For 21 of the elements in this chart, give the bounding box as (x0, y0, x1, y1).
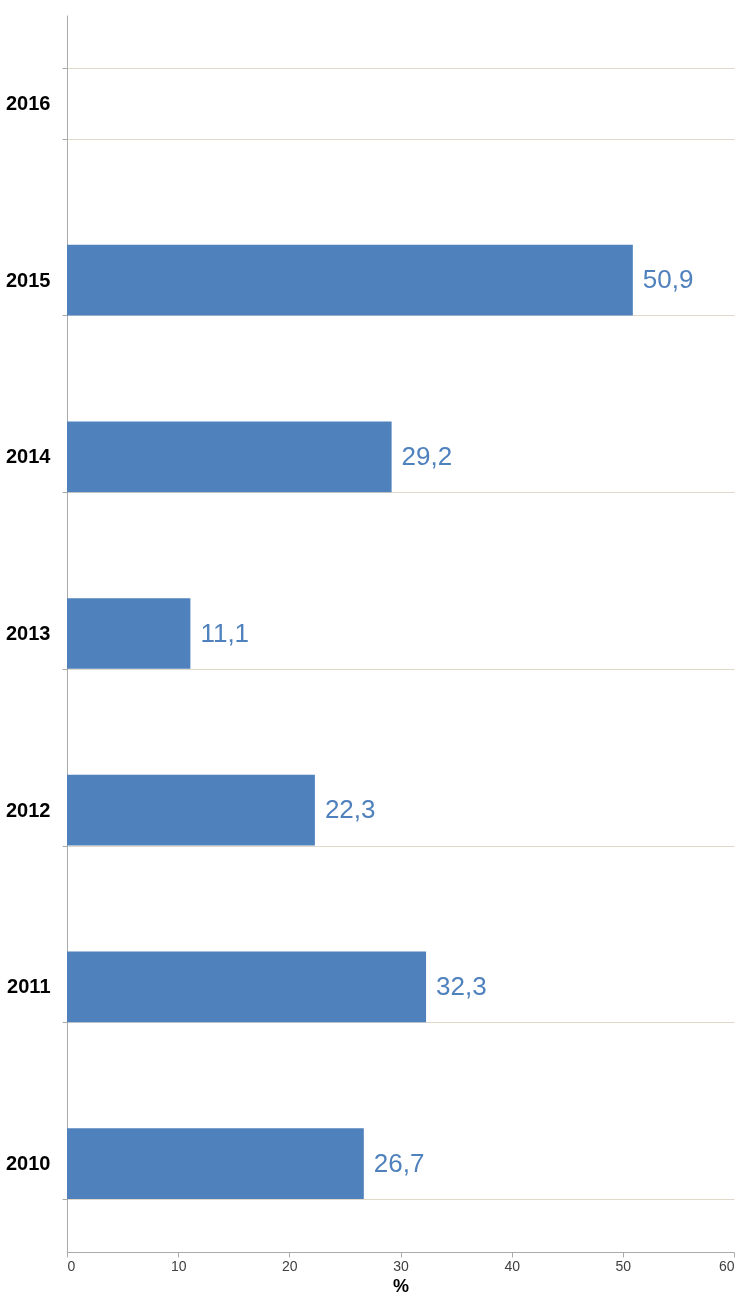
x-tick-label: 0 (67, 1257, 76, 1274)
x-tick-label: 50 (615, 1257, 632, 1274)
data-label: 50,9 (642, 264, 694, 295)
data-label: 26,7 (373, 1147, 425, 1178)
y-tick-label: 2011 (7, 975, 51, 998)
x-tick-label: 40 (504, 1257, 521, 1274)
data-label: 29,2 (401, 440, 453, 471)
x-tick-label: 10 (170, 1257, 187, 1274)
x-tick-label: 30 (393, 1257, 409, 1274)
y-tick-label: 2012 (6, 798, 51, 821)
y-tick-label: 2016 (6, 91, 51, 114)
y-tick-label: 2014 (6, 445, 52, 468)
data-label: 22,3 (324, 794, 376, 825)
y-tick-label: 2013 (6, 622, 51, 644)
x-tick-label: 20 (282, 1257, 298, 1274)
data-label: 11,1 (200, 617, 250, 648)
x-axis-title: % (392, 1275, 410, 1296)
y-tick-label: 2015 (6, 268, 51, 291)
data-label: 32,3 (436, 970, 487, 1001)
x-tick-label: 60 (718, 1257, 735, 1274)
y-tick-label: 2010 (6, 1152, 51, 1175)
